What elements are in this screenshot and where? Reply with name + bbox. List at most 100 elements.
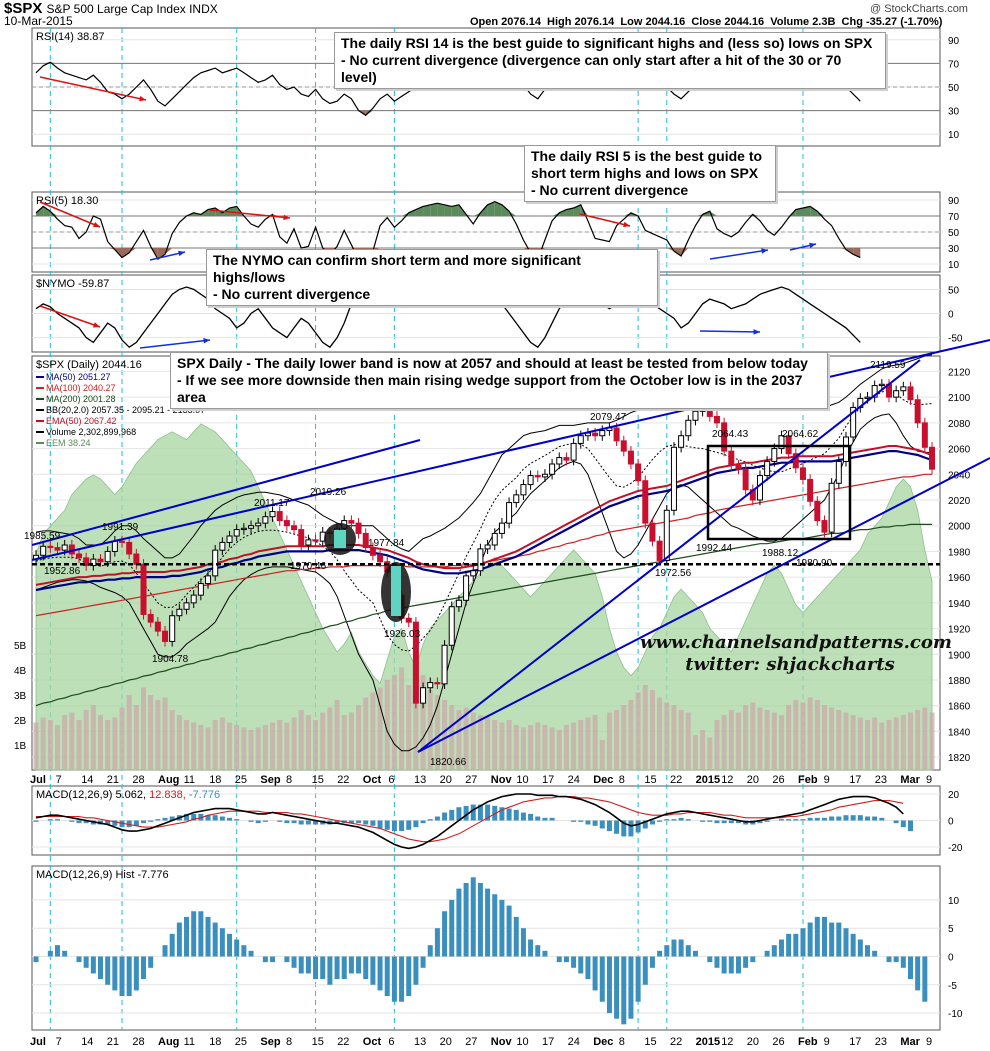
volume-bar-13 — [126, 695, 132, 770]
watermark-site: www.channelsandpatterns.com — [640, 632, 952, 653]
volume-bar-106 — [793, 700, 799, 770]
volume-bar-84 — [635, 692, 641, 770]
macd-hist-bar-116 — [864, 816, 870, 821]
candle-body-89 — [670, 446, 677, 511]
volume-bar-43 — [341, 715, 347, 770]
volume-bar-104 — [778, 715, 784, 770]
x-tick-top-23: 8 — [619, 774, 625, 786]
candle-body-63 — [484, 544, 491, 550]
macd-hist-bar-55 — [427, 819, 433, 821]
hist-bar-106 — [793, 933, 799, 957]
y-tick-spx-2000: 2000 — [948, 522, 971, 533]
x-tick-bottom-4: 28 — [132, 1036, 144, 1048]
hist-bar-11 — [112, 956, 118, 991]
volume-bar-14 — [133, 705, 139, 770]
x-tick-top-12: 22 — [337, 774, 349, 786]
x-tick-top-35: 9 — [926, 774, 932, 786]
x-tick-top-30: Feb — [798, 774, 818, 786]
oversold-fill-rsi5-113 — [838, 248, 846, 250]
hist-bar-22 — [191, 911, 197, 957]
panel-label-macd: MACD(12,26,9) 5.062, 12.838, -7.776 — [36, 789, 220, 801]
volume-bar-12 — [119, 707, 125, 770]
y-tick-spx-2100: 2100 — [948, 393, 971, 404]
macd-hist-bar-78 — [592, 820, 598, 826]
macd-hist-bar-45 — [356, 820, 362, 824]
candle-body-39 — [312, 539, 319, 542]
volume-bar-26 — [219, 717, 225, 770]
quote-line: Open 2076.14 High 2076.14 Low 2044.16 Cl… — [470, 16, 943, 28]
candle-body-9 — [97, 558, 104, 563]
macd-hist-bar-22 — [191, 813, 197, 821]
overbought-fill-rsi5-54 — [415, 206, 424, 216]
candle-body-24 — [205, 575, 212, 585]
volume-bar-102 — [764, 710, 770, 770]
hist-bar-33 — [270, 956, 276, 963]
x-tick-top-4: 28 — [132, 774, 144, 786]
hist-bar-110 — [821, 916, 827, 957]
volume-bar-69 — [528, 725, 534, 770]
x-tick-bottom-10: 8 — [286, 1036, 292, 1048]
hist-bar-54 — [420, 956, 426, 968]
macd-hist-bar-14 — [133, 820, 139, 826]
volume-bar-19 — [169, 710, 175, 770]
volume-bar-73 — [556, 730, 562, 770]
macd-hist-bar-53 — [413, 820, 419, 828]
candle-body-17 — [154, 621, 161, 632]
candle-body-108 — [807, 478, 814, 502]
volume-tick-2B: 2B — [14, 716, 27, 727]
x-tick-top-27: 12 — [721, 774, 733, 786]
candle-body-75 — [570, 442, 577, 461]
volume-bar-81 — [614, 710, 620, 770]
candle-body-16 — [147, 613, 154, 623]
hist-bar-116 — [864, 945, 870, 957]
volume-bar-40 — [320, 712, 326, 770]
x-tick-top-32: 17 — [849, 774, 861, 786]
macd-hist-bar-34 — [277, 820, 283, 822]
x-tick-top-8: 25 — [235, 774, 247, 786]
candle-body-28 — [233, 529, 240, 537]
overbought-fill-rsi5-59 — [451, 204, 459, 216]
x-tick-bottom-22: Dec — [593, 1036, 613, 1048]
chart-date: 10-Mar-2015 — [4, 14, 73, 28]
volume-tick-3B: 3B — [14, 691, 27, 702]
hist-bar-96 — [721, 956, 727, 974]
candle-body-110 — [821, 520, 828, 533]
volume-bar-83 — [628, 700, 634, 770]
volume-bar-101 — [757, 707, 763, 770]
macd-hist-bar-95 — [714, 820, 720, 824]
candle-body-122 — [907, 386, 914, 401]
candle-body-34 — [276, 511, 283, 522]
volume-bar-87 — [657, 697, 663, 770]
macd-hist-bar-120 — [893, 820, 899, 824]
hist-bar-115 — [857, 939, 863, 957]
macd-hist-bar-105 — [786, 819, 792, 821]
hist-bar-51 — [399, 956, 405, 1002]
volume-bar-21 — [184, 720, 190, 770]
volume-bar-114 — [850, 715, 856, 770]
volume-bar-77 — [585, 717, 591, 770]
volume-bar-61 — [470, 712, 476, 770]
y-tick-spx-1880: 1880 — [948, 676, 971, 687]
hist-bar-94 — [707, 956, 713, 963]
x-tick-bottom-14: 6 — [388, 1036, 394, 1048]
macd-hist-bar-54 — [420, 820, 426, 824]
macd-hist-bar-91 — [685, 819, 691, 821]
candle-body-109 — [814, 500, 821, 522]
volume-bar-20 — [176, 715, 182, 770]
volume-bar-51 — [399, 667, 405, 770]
hist-bar-47 — [370, 956, 376, 985]
price-label-0: 1985.59 — [24, 531, 61, 542]
x-tick-bottom-23: 8 — [619, 1036, 625, 1048]
overbought-fill-rsi5-74 — [559, 209, 567, 216]
volume-bar-71 — [542, 725, 548, 770]
macd-hist-bar-114 — [850, 815, 856, 821]
candle-body-1 — [40, 545, 47, 556]
arrow-rsi5-6-head — [809, 242, 816, 249]
hist-bar-25 — [212, 922, 218, 957]
hist-bar-84 — [635, 956, 641, 1002]
candle-body-18 — [162, 630, 169, 642]
macd-hist-bar-68 — [520, 812, 526, 821]
x-tick-bottom-32: 17 — [849, 1036, 861, 1048]
candle-body-35 — [283, 520, 290, 527]
price-label-4: 2011.17 — [254, 498, 290, 509]
